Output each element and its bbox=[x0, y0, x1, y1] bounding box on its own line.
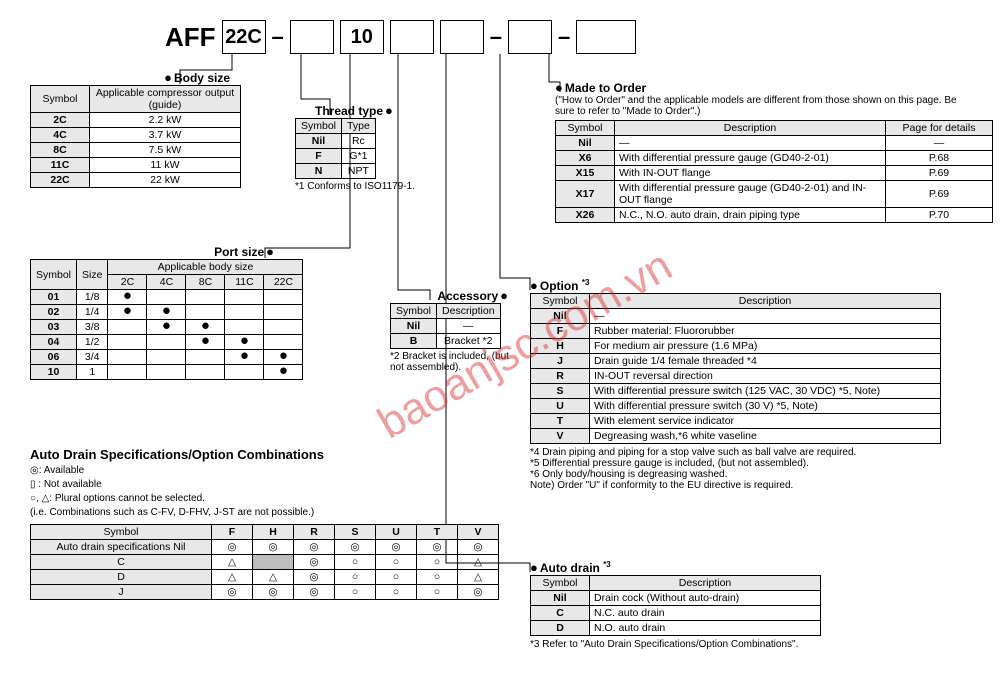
mto-table: SymbolDescriptionPage for detailsNil——X6… bbox=[555, 120, 993, 223]
pn-box-autodrain bbox=[440, 20, 484, 54]
mto-sub: ("How to Order" and the applicable model… bbox=[555, 95, 965, 117]
combo-table: SymbolFHRSUTVAuto drain specifications N… bbox=[30, 524, 499, 600]
port-title: Port size bbox=[214, 245, 264, 259]
mto-section: ●Made to Order ("How to Order" and the a… bbox=[555, 80, 993, 223]
pn-box-1: 22C bbox=[222, 20, 266, 54]
autodrain-table: SymbolDescriptionNilDrain cock (Without … bbox=[530, 575, 821, 636]
opt-title: Option bbox=[540, 279, 582, 293]
thread-section: Thread type● SymbolTypeNilRcFG*1NNPT *1 … bbox=[295, 103, 415, 192]
thread-note: *1 Conforms to ISO1179-1. bbox=[295, 181, 415, 192]
option-notes: *4 Drain piping and piping for a stop va… bbox=[530, 447, 941, 491]
pn-box-mto bbox=[576, 20, 636, 54]
mto-title: Made to Order bbox=[565, 81, 646, 95]
pn-box-port: 10 bbox=[340, 20, 384, 54]
pn-dash3: – bbox=[558, 24, 570, 50]
port-section: Port size● SymbolSizeApplicable body siz… bbox=[30, 244, 303, 380]
pn-box-acc bbox=[390, 20, 434, 54]
option-section: ●Option *3 SymbolDescriptionNil—FRubber … bbox=[530, 278, 941, 491]
thread-table: SymbolTypeNilRcFG*1NNPT bbox=[295, 118, 376, 179]
combo-title: Auto Drain Specifications/Option Combina… bbox=[30, 447, 499, 462]
pn-dash2: – bbox=[490, 24, 502, 50]
ad-note: *3 Refer to "Auto Drain Specifications/O… bbox=[530, 639, 821, 650]
body-size-section: ●Body size SymbolApplicable compressor o… bbox=[30, 70, 241, 188]
option-table: SymbolDescriptionNil—FRubber material: F… bbox=[530, 293, 941, 444]
pn-dash: – bbox=[272, 24, 284, 50]
ad-title: Auto drain bbox=[540, 561, 603, 575]
combo-section: Auto Drain Specifications/Option Combina… bbox=[30, 447, 499, 600]
combo-legend: ◎: Available▯ : Not available○, △: Plura… bbox=[30, 464, 499, 520]
port-table: SymbolSizeApplicable body size2C4C8C11C2… bbox=[30, 259, 303, 380]
acc-title: Accessory bbox=[437, 289, 498, 303]
body-size-title: Body size bbox=[174, 71, 230, 85]
acc-note: *2 Bracket is included, (but not assembl… bbox=[390, 351, 520, 373]
body-size-table: SymbolApplicable compressor output (guid… bbox=[30, 85, 241, 188]
pn-prefix: AFF bbox=[165, 22, 216, 53]
pn-box-thread bbox=[290, 20, 334, 54]
pn-box-option bbox=[508, 20, 552, 54]
accessory-section: Accessory● SymbolDescriptionNil—BBracket… bbox=[390, 288, 520, 373]
thread-title: Thread type bbox=[315, 104, 383, 118]
part-number-row: AFF 22C – 10 – – bbox=[165, 20, 636, 54]
autodrain-section: ●Auto drain *3 SymbolDescriptionNilDrain… bbox=[530, 560, 821, 650]
accessory-table: SymbolDescriptionNil—BBracket *2 bbox=[390, 303, 501, 349]
